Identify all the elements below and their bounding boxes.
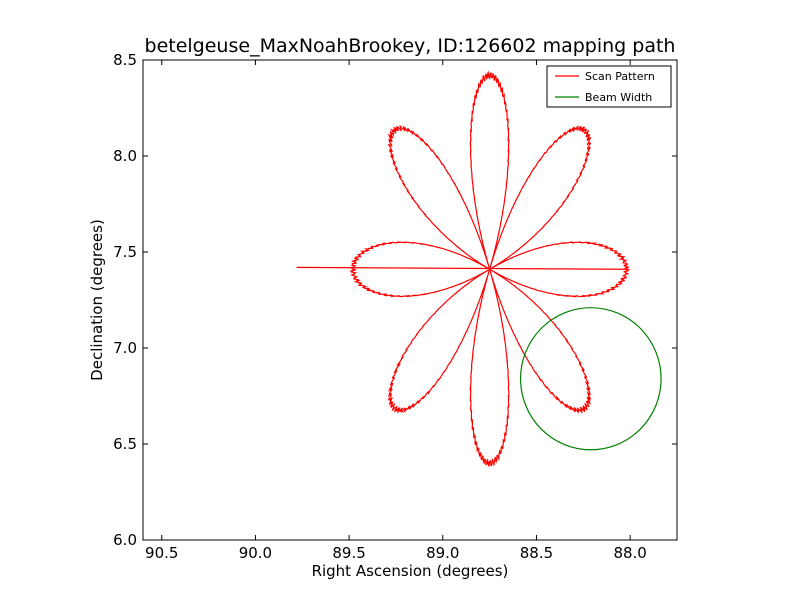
x-axis-ticks: 90.5 90.0 89.5 89.0 88.5 88.0 xyxy=(145,60,647,562)
plot-area: 90.5 90.0 89.5 89.0 88.5 88.0 6.0 6.5 7.0 7.5 8.0… xyxy=(113,51,678,562)
x-tick-label: 89.5 xyxy=(332,544,365,562)
beam-width-circle xyxy=(519,307,662,451)
legend-box xyxy=(546,65,672,108)
y-axis-ticks: 6.0 6.5 7.0 7.5 8.0 8.5 xyxy=(113,51,677,549)
scan-pattern-line xyxy=(296,70,631,467)
x-tick-label: 88.5 xyxy=(520,544,553,562)
y-tick-label: 7.5 xyxy=(113,243,137,261)
x-tick-label: 90.0 xyxy=(239,544,272,562)
x-tick-label: 88.0 xyxy=(613,544,646,562)
y-tick-label: 7.0 xyxy=(113,339,137,357)
chart-title: betelgeuse_MaxNoahBrookey, ID:126602 map… xyxy=(145,35,676,57)
y-tick-label: 6.5 xyxy=(113,435,137,453)
y-tick-label: 6.0 xyxy=(113,531,137,549)
legend-label-beam-width: Beam Width xyxy=(585,91,652,104)
x-tick-label: 89.0 xyxy=(426,544,459,562)
y-tick-label: 8.0 xyxy=(113,147,137,165)
y-tick-label: 8.5 xyxy=(113,51,137,69)
y-axis-label: Declination (degrees) xyxy=(88,219,106,381)
legend: Scan Pattern Beam Width xyxy=(546,65,672,108)
legend-label-scan-pattern: Scan Pattern xyxy=(585,70,655,83)
plot-frame xyxy=(142,59,678,541)
x-tick-label: 90.5 xyxy=(145,544,178,562)
series-layer xyxy=(296,70,662,467)
x-axis-label: Right Ascension (degrees) xyxy=(312,562,509,580)
